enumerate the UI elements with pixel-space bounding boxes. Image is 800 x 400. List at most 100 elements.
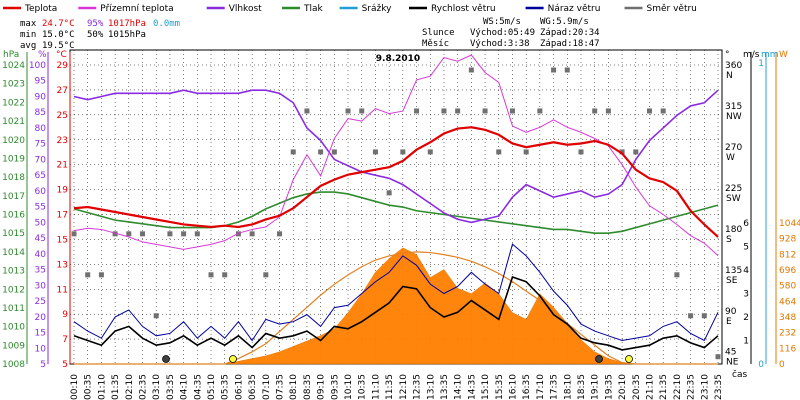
axis-ms-tick: 6 [743, 219, 749, 229]
axis-w-tick: 696 [779, 266, 796, 276]
sunset-marker [625, 355, 633, 363]
axis-time-tick: 00:35 [84, 374, 94, 400]
axis-temp-tick: 11 [57, 285, 68, 295]
axis-time-tick: 10:35 [358, 374, 368, 400]
axis-ms-tick: 2 [743, 313, 749, 323]
axis-dir-compass: SW [726, 194, 741, 204]
axis-time-tick: 05:35 [221, 374, 231, 400]
axis-mm-tick: 1 [758, 59, 764, 69]
axis-temp-tick: 13 [57, 260, 68, 270]
wind-direction-point [592, 108, 598, 114]
stat-avg-label: avg [20, 41, 36, 51]
axis-hpa-tick: 1014 [2, 248, 25, 258]
wind-direction-point [194, 231, 200, 237]
wind-direction-point [98, 272, 104, 278]
wind-direction-point [181, 231, 187, 237]
series-solar-max [74, 251, 718, 365]
axis-time-tick: 23:10 [700, 374, 710, 400]
wind-direction-point [482, 108, 488, 114]
moonset-marker [595, 355, 603, 363]
axis-dir-compass: N [726, 71, 733, 81]
axis-w-tick: 0 [779, 360, 785, 370]
legend-label: Teplota [24, 4, 57, 14]
axis-w-tick: 1044 [779, 219, 800, 229]
info-moon-set: Západ:18:47 [540, 39, 600, 49]
axis-temp-tick: 9 [62, 310, 68, 320]
axis-hpa-tick: 1019 [2, 154, 25, 164]
axis-time-tick: 02:10 [125, 374, 135, 400]
series-wind-speed [73, 276, 719, 351]
wind-direction-point [646, 108, 652, 114]
wind-direction-point [290, 149, 296, 155]
wind-direction-point [222, 272, 228, 278]
axis-mm-unit: mm [761, 50, 779, 60]
stat-avg-temp: 19.5°C [42, 41, 75, 51]
axis-hpa-tick: 1010 [2, 323, 25, 333]
info-sun-label: Slunce [422, 28, 455, 38]
axis-time-tick: 12:35 [413, 374, 423, 400]
axis-pct-tick: 50 [35, 218, 47, 228]
wind-direction-point [441, 108, 447, 114]
axis-time-tick: 16:35 [522, 374, 532, 400]
series-temperature [73, 126, 719, 238]
stat-min-hum: 50% [87, 30, 104, 40]
axis-time-tick: 17:10 [536, 374, 546, 400]
axis-temp-tick: 23 [57, 136, 68, 146]
axis-pct-tick: 95 [35, 77, 46, 87]
axis-time-tick: 21:35 [659, 374, 669, 400]
axis-temp-tick: 25 [57, 111, 68, 121]
stat-max-press: 1017hPa [108, 19, 146, 29]
axis-w-tick: 580 [779, 282, 796, 292]
wind-direction-point [537, 108, 543, 114]
axis-time-tick: 04:10 [180, 374, 190, 400]
axis-temp-tick: 15 [57, 235, 68, 245]
axis-pct-tick: 10 [35, 344, 47, 354]
axis-time-tick: 15:10 [481, 374, 491, 400]
wind-direction-point [140, 231, 146, 237]
wind-direction-point [208, 272, 214, 278]
legend-label: Přízemní teplota [100, 4, 173, 14]
axis-dir-compass: E [726, 317, 732, 327]
legend-label: Vlhkost [229, 4, 262, 14]
axis-hpa-tick: 1018 [2, 173, 25, 183]
axis-time-tick: 14:10 [454, 374, 464, 400]
axis-time-tick: 07:35 [276, 374, 286, 400]
axis-time-tick: 01:35 [111, 374, 121, 400]
wind-direction-point [386, 190, 392, 196]
axis-pct-tick: 85 [35, 108, 46, 118]
legend-label: Rychlost větru [431, 4, 496, 14]
wind-direction-point [235, 231, 241, 237]
axis-hpa-tick: 1021 [2, 117, 25, 127]
wind-direction-point [633, 149, 639, 155]
axis-pct-tick: 40 [35, 250, 47, 260]
wind-direction-point [551, 67, 557, 73]
wind-direction-point [455, 108, 461, 114]
axis-time-tick: 16:10 [508, 374, 518, 400]
axis-pct-tick: 65 [35, 171, 46, 181]
series-humidity [73, 89, 719, 224]
axis-w-unit: W [779, 50, 788, 60]
axis-dir-tick: 90 [725, 307, 737, 317]
axis-time-tick: 06:35 [248, 374, 258, 400]
wind-direction-point [674, 272, 680, 278]
axis-pct-tick: 100 [29, 61, 46, 71]
axis-pct-tick: 20 [35, 313, 47, 323]
wind-direction-point [263, 272, 269, 278]
axis-temp-tick: 19 [57, 186, 69, 196]
axis-time-tick: 08:35 [303, 374, 313, 400]
axis-time-tick: 18:10 [563, 374, 573, 400]
axis-hpa-tick: 1012 [2, 285, 25, 295]
axis-temp-unit: °C [56, 50, 67, 60]
axis-time-tick: 09:10 [317, 374, 327, 400]
axis-time-tick: 03:10 [152, 374, 162, 400]
info-sun-rise: Východ:05:49 [470, 28, 535, 38]
wind-direction-point [318, 149, 324, 155]
legend-label: Srážky [362, 4, 393, 14]
axis-w-tick: 116 [779, 344, 796, 354]
series-ground-temp [73, 54, 719, 256]
axis-time-tick: 12:10 [399, 374, 409, 400]
axis-time-tick: 20:10 [618, 374, 628, 400]
axis-time-tick: 22:35 [687, 374, 697, 400]
axis-time-tick: 22:10 [673, 374, 683, 400]
axis-pct-tick: 80 [35, 124, 47, 134]
